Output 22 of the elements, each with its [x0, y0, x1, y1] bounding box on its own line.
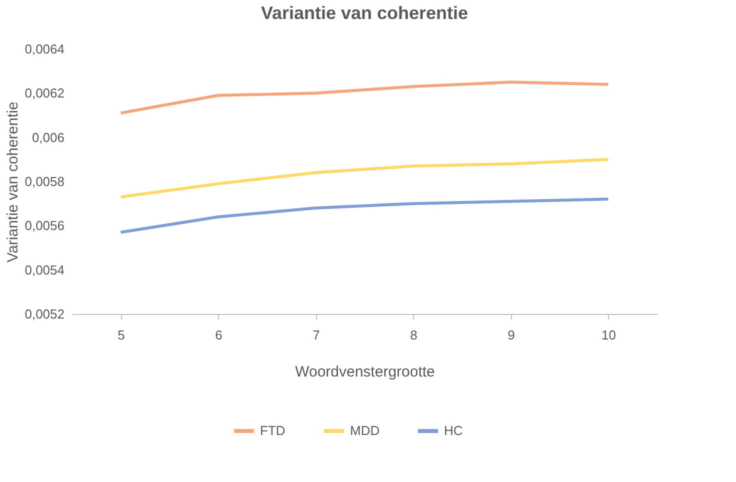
legend-label: HC: [444, 423, 463, 438]
x-tick-label: 6: [215, 328, 222, 342]
x-tick-label: 8: [410, 328, 418, 342]
y-tick-label: 0,0052: [24, 306, 64, 322]
y-tick-label: 0,0062: [24, 86, 64, 101]
line-series: [119, 198, 610, 234]
x-tick-label: 10: [602, 328, 616, 342]
line-series: [119, 158, 610, 198]
legend-label: MDD: [350, 423, 380, 438]
y-tick-label: 0,0054: [24, 262, 64, 278]
chart-title: Variantie van coherentie: [260, 3, 468, 23]
legend-label: FTD: [260, 423, 286, 438]
line-series: [119, 80, 610, 115]
x-axis-title: Woordvenstergrootte: [295, 364, 435, 380]
y-tick-label: 0,0064: [24, 42, 64, 56]
y-tick-label: 0,0056: [24, 218, 64, 234]
x-tick-label: 5: [118, 328, 125, 342]
y-axis-title: Variantie van coherentie: [4, 102, 22, 262]
y-tick-label: 0,006: [32, 130, 64, 145]
x-tick-label: 9: [508, 328, 515, 342]
x-tick-label: 7: [312, 328, 320, 342]
y-tick-label: 0,0058: [24, 174, 64, 189]
